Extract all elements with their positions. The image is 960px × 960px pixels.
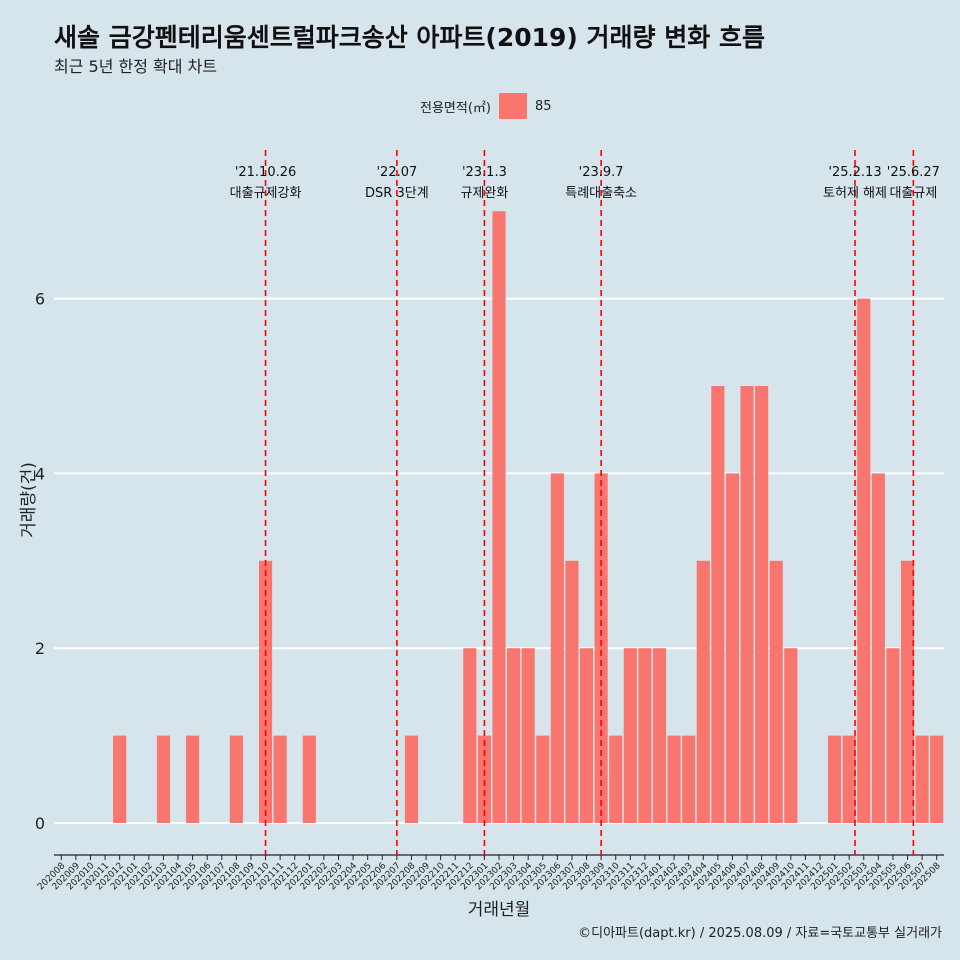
bar-202504 [871,473,885,823]
legend-title: 전용면적(㎡) [420,100,491,116]
bar-202306 [550,473,564,823]
event-label: 규제완화 [460,186,508,201]
legend: 전용면적(㎡) 85 [420,93,552,119]
event-date-label: '25.2.13 [828,165,881,180]
bar-202103 [156,735,170,823]
bar-202310 [609,735,623,823]
legend-key-85 [498,93,527,119]
legend-label-85: 85 [534,98,552,114]
bar-202401 [652,648,667,823]
bar-202305 [536,735,550,823]
bar-202311 [623,648,637,823]
bar-202403 [682,735,696,823]
bar-202301 [477,735,491,823]
bar-202503 [857,298,871,824]
event-date-label: '23.9.7 [579,165,624,180]
bar-202108 [229,735,243,823]
bar-202105 [186,735,200,823]
bar-202409 [769,560,783,823]
bar-202408 [755,386,769,823]
event-label: 토허제 해제 [823,186,887,201]
bar-202309 [594,473,608,823]
bar-202312 [638,648,652,823]
y-tick-label: 0 [35,814,45,833]
bar-202405 [711,386,725,823]
bar-202212 [463,648,477,823]
bar-202402 [667,735,681,823]
bar-202308 [579,648,594,823]
bar-202208 [404,735,419,823]
event-label: 특례대출축소 [565,186,637,201]
y-tick-label: 6 [35,290,45,309]
chart-title: 새솔 금강펜테리움센트럴파크송산 아파트(2019) 거래량 변화 흐름 [54,23,765,52]
event-date-label: '22.07 [376,165,417,180]
event-date-label: '23.1.3 [462,165,507,180]
bar-202506 [900,560,915,823]
bar-202404 [696,560,710,823]
x-axis-title: 거래년월 [468,900,531,920]
bar-202012 [113,735,127,823]
event-date-label: '25.6.27 [887,165,940,180]
y-axis-title: 거래량(건) [19,462,39,538]
bar-202410 [784,648,798,823]
bar-202502 [842,735,856,823]
bar-202303 [507,648,521,823]
event-label: 대출규제 [889,186,937,201]
bar-202201 [302,735,316,823]
bar-202406 [725,473,740,823]
bar-202302 [492,211,506,823]
bar-202505 [886,648,900,823]
bar-202501 [828,735,842,823]
bar-202407 [740,386,754,823]
event-label: 대출규제강화 [230,186,302,201]
bar-202508 [930,735,944,823]
bar-202111 [273,735,287,823]
event-label: DSR 3단계 [365,186,429,201]
y-tick-label: 2 [35,639,45,658]
bar-202307 [565,560,579,823]
chart-subtitle: 최근 5년 한정 확대 차트 [54,57,218,76]
bar-202507 [915,735,929,823]
y-tick-label: 4 [35,464,45,483]
source-caption: ©디아파트(dapt.kr) / 2025.08.09 / 자료=국토교통부 실… [578,926,942,941]
bar-202304 [521,648,535,823]
event-date-label: '21.10.26 [235,165,296,180]
